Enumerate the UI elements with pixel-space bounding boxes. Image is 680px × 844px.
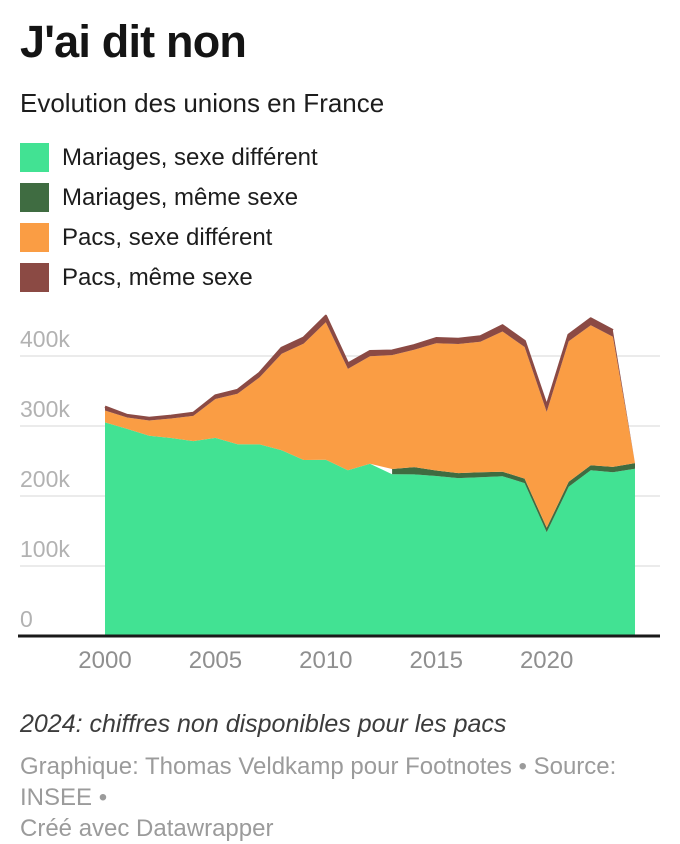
legend-item-pacs-meme-sexe: Pacs, même sexe: [20, 263, 318, 292]
legend-label: Pacs, même sexe: [62, 263, 253, 291]
y-axis-label-300k: 300k: [20, 396, 70, 422]
legend-swatch-pacs-meme-sexe: [20, 263, 49, 292]
stacked-area-chart: 400k 300k 200k 100k 0 2000 2005 2010 2015 2020: [18, 314, 660, 674]
legend-item-pacs-sexe-different: Pacs, sexe différent: [20, 223, 318, 252]
legend-swatch-mariages-sexe-different: [20, 143, 49, 172]
area-series-3: [105, 316, 635, 464]
x-axis-label-2010: 2010: [299, 647, 352, 674]
x-axis-label-2000: 2000: [78, 647, 131, 674]
legend-item-mariages-sexe-different: Mariages, sexe différent: [20, 143, 318, 172]
legend-label: Mariages, sexe différent: [62, 143, 318, 171]
area-series-2: [105, 322, 635, 528]
legend-label: Mariages, même sexe: [62, 183, 299, 211]
page-title: J'ai dit non: [20, 16, 247, 67]
x-axis-label-2020: 2020: [520, 647, 573, 674]
legend-swatch-mariages-meme-sexe: [20, 183, 49, 212]
x-axis-label-2005: 2005: [189, 647, 242, 674]
y-axis-label-400k: 400k: [20, 326, 70, 352]
footnote: 2024: chiffres non disponibles pour les …: [20, 710, 507, 738]
legend-item-mariages-meme-sexe: Mariages, même sexe: [20, 183, 318, 212]
x-axis-label-2015: 2015: [410, 647, 463, 674]
y-axis-label-100k: 100k: [20, 536, 70, 562]
area-series-0: [105, 422, 635, 636]
legend-swatch-pacs-sexe-different: [20, 223, 49, 252]
byline-line-2: Créé avec Datawrapper: [20, 815, 274, 842]
y-axis-label-0: 0: [20, 606, 33, 632]
chart-subtitle: Evolution des unions en France: [20, 88, 385, 118]
byline-line-1: Graphique: Thomas Veldkamp pour Footnote…: [20, 753, 617, 811]
area-series-1: [392, 463, 635, 533]
byline: Graphique: Thomas Veldkamp pour Footnote…: [20, 751, 680, 844]
legend: Mariages, sexe différent Mariages, même …: [20, 143, 318, 303]
y-axis-label-200k: 200k: [20, 466, 70, 492]
legend-label: Pacs, sexe différent: [62, 223, 273, 251]
area-top-edge: [104, 314, 614, 420]
